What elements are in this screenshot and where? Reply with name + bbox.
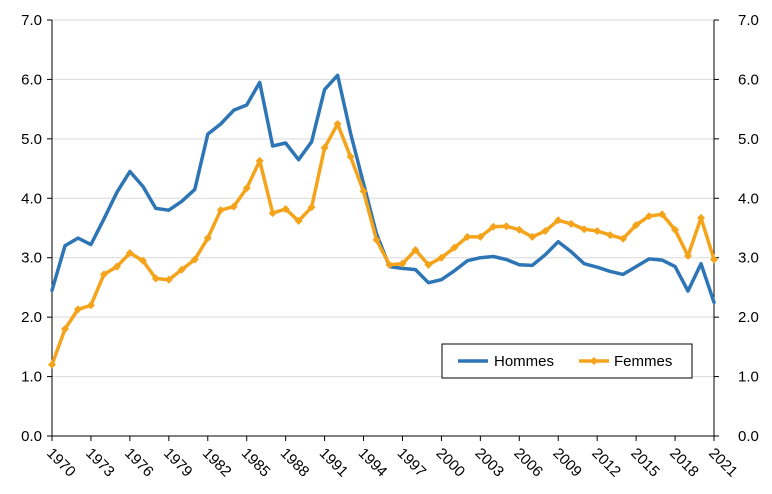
x-tick-label: 2006 — [510, 445, 546, 481]
data-point-femmes — [359, 187, 368, 196]
right-y-tick-label: 6.0 — [738, 71, 759, 88]
legend-label-hommes: Hommes — [494, 353, 554, 370]
left-y-tick-label: 6.0 — [21, 71, 42, 88]
data-point-femmes — [697, 213, 706, 222]
data-point-femmes — [372, 235, 381, 244]
data-point-femmes — [710, 255, 718, 264]
left-y-tick-label: 2.0 — [21, 309, 42, 326]
data-point-femmes — [73, 305, 82, 314]
data-point-femmes — [580, 225, 589, 234]
right-y-tick-label: 7.0 — [738, 12, 759, 29]
x-tick-label: 2012 — [588, 445, 624, 481]
x-tick-label: 1982 — [199, 445, 235, 481]
data-point-femmes — [190, 255, 199, 264]
data-point-femmes — [567, 219, 576, 228]
x-tick-label: 1970 — [43, 445, 79, 481]
x-tick-label: 2021 — [705, 445, 741, 481]
x-tick-label: 2015 — [627, 445, 663, 481]
data-point-femmes — [164, 275, 173, 284]
data-point-femmes — [307, 203, 316, 212]
data-point-femmes — [632, 221, 641, 230]
x-tick-label: 2003 — [472, 445, 508, 481]
data-point-femmes — [554, 216, 563, 225]
data-point-femmes — [346, 152, 355, 161]
data-point-femmes — [333, 120, 342, 128]
data-point-femmes — [294, 216, 303, 225]
data-point-femmes — [86, 301, 95, 310]
series-line-femmes — [50, 122, 716, 367]
x-tick-label: 1991 — [316, 445, 352, 481]
x-tick-label: 2009 — [549, 445, 585, 481]
data-point-femmes — [684, 251, 693, 260]
right-y-axis: 0.0 1.0 2.0 3.0 4.0 5.0 6.0 7.0 — [713, 12, 759, 445]
series-line-hommes — [50, 73, 716, 305]
gridlines — [52, 19, 714, 378]
data-point-femmes — [450, 243, 459, 252]
data-point-femmes — [489, 222, 498, 231]
right-y-tick-label: 5.0 — [738, 131, 759, 148]
left-y-tick-label: 0.0 — [21, 428, 42, 445]
data-point-femmes — [151, 274, 160, 283]
right-y-tick-label: 2.0 — [738, 309, 759, 326]
data-point-femmes — [463, 232, 472, 241]
x-tick-label: 2018 — [666, 445, 702, 481]
data-point-femmes — [398, 259, 407, 268]
data-point-femmes — [255, 156, 264, 165]
data-point-femmes — [60, 325, 69, 334]
legend-label-femmes: Femmes — [614, 353, 672, 370]
data-point-femmes — [658, 210, 667, 219]
data-point-femmes — [541, 226, 550, 235]
data-point-femmes — [619, 234, 628, 243]
data-point-femmes — [385, 260, 394, 269]
x-tick-label: 1988 — [277, 445, 313, 481]
legend: Hommes Femmes — [441, 343, 693, 379]
x-tick-label: 1997 — [394, 445, 430, 481]
data-point-femmes — [528, 232, 537, 241]
data-point-femmes — [268, 209, 277, 218]
data-point-femmes — [99, 270, 108, 279]
data-point-femmes — [411, 245, 420, 254]
data-point-femmes — [515, 225, 524, 234]
data-point-femmes — [281, 204, 290, 213]
left-y-tick-label: 7.0 — [21, 12, 42, 29]
data-point-femmes — [112, 262, 121, 271]
data-point-femmes — [476, 232, 485, 241]
legend-marker-femmes — [590, 357, 598, 365]
x-tick-label: 1985 — [238, 445, 274, 481]
left-y-tick-label: 4.0 — [21, 190, 42, 207]
data-point-femmes — [216, 206, 225, 215]
data-point-femmes — [125, 248, 134, 257]
data-point-femmes — [48, 360, 56, 369]
data-point-femmes — [320, 143, 329, 152]
data-point-femmes — [177, 265, 186, 274]
x-tick-label: 1979 — [160, 445, 196, 481]
x-tick-label: 1976 — [121, 445, 157, 481]
x-tick-label: 2000 — [433, 445, 469, 481]
data-point-femmes — [502, 222, 511, 231]
right-y-tick-label: 1.0 — [738, 369, 759, 386]
data-point-femmes — [138, 256, 147, 265]
x-axis: 1970 1973 1976 1979 1982 1985 1988 1991 1994 1997… — [43, 435, 741, 481]
data-point-femmes — [437, 253, 446, 262]
data-point-femmes — [424, 260, 433, 269]
left-y-tick-label: 3.0 — [21, 250, 42, 267]
left-y-axis: 0.0 1.0 2.0 3.0 4.0 5.0 6.0 7.0 — [21, 12, 53, 445]
data-point-femmes — [229, 202, 238, 211]
data-point-femmes — [606, 231, 615, 240]
right-y-tick-label: 4.0 — [738, 190, 759, 207]
right-y-tick-label: 3.0 — [738, 250, 759, 267]
data-point-femmes — [593, 226, 602, 235]
x-tick-label: 1973 — [82, 445, 118, 481]
data-point-femmes — [671, 225, 680, 234]
data-point-femmes — [242, 184, 251, 193]
series-layer — [48, 73, 718, 369]
left-y-tick-label: 5.0 — [21, 131, 42, 148]
left-y-tick-label: 1.0 — [21, 369, 42, 386]
x-tick-label: 1994 — [355, 445, 391, 481]
data-point-femmes — [645, 212, 654, 221]
data-point-femmes — [203, 234, 212, 243]
right-y-tick-label: 0.0 — [738, 428, 759, 445]
